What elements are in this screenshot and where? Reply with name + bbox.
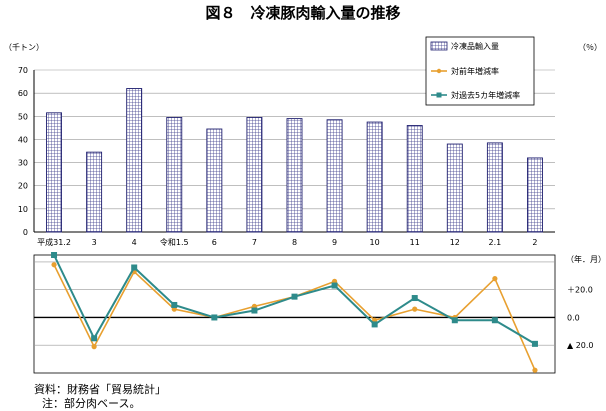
bottom-frame	[33, 254, 556, 374]
bottom-ytick-label: 0.0	[567, 313, 580, 322]
bar	[206, 128, 223, 233]
x-category-label: 9	[332, 238, 337, 247]
bar	[366, 121, 383, 233]
top-y-axis-label: （千トン）	[4, 42, 44, 52]
data-point	[51, 262, 57, 268]
legend-item-label: 冷凍品輸入量	[451, 41, 499, 51]
data-point	[131, 264, 138, 271]
x-category-label: 4	[132, 238, 137, 247]
data-point	[412, 306, 418, 312]
legend-marker	[436, 92, 442, 98]
bottom-x-axis-label: （年．月）	[566, 254, 606, 264]
data-point	[531, 340, 538, 347]
bar	[126, 88, 143, 233]
data-point	[532, 367, 538, 373]
x-category-label: 7	[252, 238, 257, 247]
data-point	[291, 293, 298, 300]
top-ytick-label: 70	[18, 66, 28, 75]
data-point	[91, 335, 98, 342]
x-category-label: 11	[410, 238, 420, 247]
top-chart: 0 10 20 30 40 50 60 70 （千トン） 平成31.2 3 4 令和1.5 6 7 8 9 10 1…	[4, 42, 555, 247]
data-point	[211, 314, 218, 321]
x-category-label: 令和1.5	[160, 237, 189, 247]
x-category-label: 12	[450, 238, 460, 247]
bar	[486, 142, 503, 233]
top-ytick-label: 60	[18, 89, 28, 98]
chart-title: 図８ 冷凍豚肉輸入量の推移	[205, 4, 400, 22]
data-point	[371, 321, 378, 328]
x-category-label: 8	[292, 238, 297, 247]
bottom-ytick-label: ＋20.0	[567, 286, 593, 295]
bar	[286, 118, 303, 233]
x-category-label: 2.1	[489, 238, 502, 247]
bar	[326, 119, 343, 233]
x-category-label: 6	[212, 238, 217, 247]
data-point	[491, 317, 498, 324]
legend-marker	[436, 68, 442, 74]
bar	[166, 116, 183, 233]
bar	[406, 125, 423, 233]
data-point	[492, 276, 498, 282]
data-point	[411, 295, 418, 302]
bar	[527, 157, 543, 233]
data-point	[91, 344, 97, 350]
data-point	[331, 282, 338, 289]
footnote-note: 注：部分肉ベース。	[42, 396, 140, 410]
bottom-chart: 0.0 ＋20.0 ▲ 20.0 （％） （年．月）	[33, 43, 606, 374]
legend-item-label: 対前年増減率	[451, 66, 499, 76]
bottom-ytick-label: ▲ 20.0	[567, 341, 594, 350]
top-ytick-label: 30	[18, 159, 28, 168]
x-category-label: 平成31.2	[37, 237, 71, 247]
footnote-source: 資料：財務省「貿易統計」	[34, 382, 166, 396]
data-point	[251, 307, 258, 314]
data-point	[51, 252, 58, 258]
bar	[86, 151, 103, 233]
top-ytick-label: 0	[23, 228, 28, 237]
x-category-label: 10	[370, 238, 380, 247]
data-point	[171, 301, 178, 308]
data-point	[451, 317, 458, 324]
top-ytick-label: 40	[18, 135, 28, 144]
legend-bar-swatch	[430, 41, 448, 51]
x-category-label: 2	[532, 238, 537, 247]
bar	[246, 116, 263, 233]
legend-item-label: 対過去5カ年増減率	[451, 90, 520, 100]
bar	[446, 143, 463, 233]
bottom-y-axis-label: （％）	[578, 43, 602, 52]
top-ytick-label: 50	[18, 112, 28, 121]
bar	[46, 112, 62, 233]
top-ytick-label: 10	[18, 205, 28, 214]
top-ytick-label: 20	[18, 182, 28, 191]
x-category-label: 3	[92, 238, 97, 247]
